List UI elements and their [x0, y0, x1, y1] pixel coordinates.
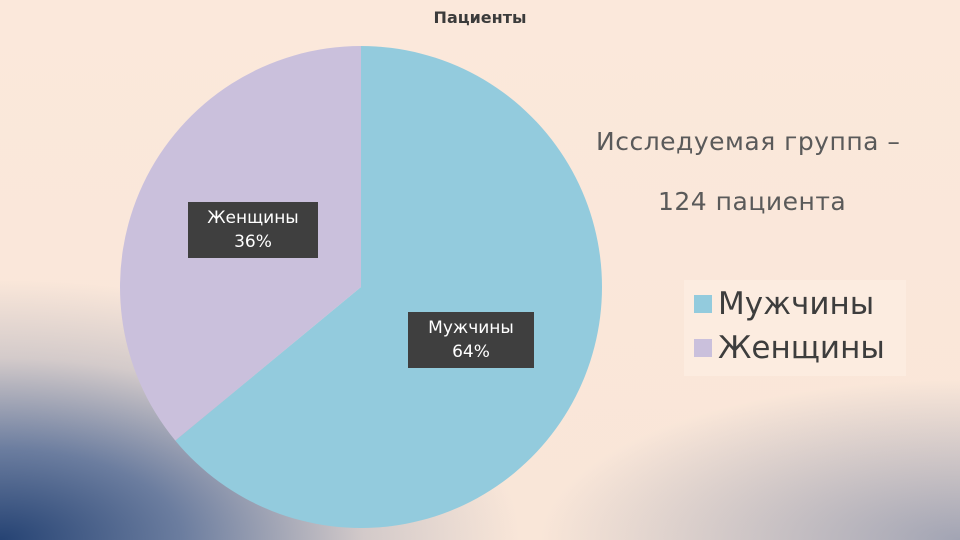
data-label-female-value: 36% [234, 232, 272, 252]
legend-swatch-male [694, 295, 712, 313]
chart-legend: Мужчины Женщины [684, 280, 906, 376]
chart-title: Пациенты [433, 8, 527, 27]
data-label-male: Мужчины 64% [408, 312, 534, 368]
study-group-subtitle: Исследуемая группа – 124 пациента [596, 112, 956, 232]
data-label-male-value: 64% [452, 342, 490, 362]
data-label-female: Женщины 36% [188, 202, 318, 258]
data-label-female-name: Женщины [207, 208, 299, 228]
legend-item-female: Женщины [684, 328, 906, 368]
subtitle-line-1: Исследуемая группа – [596, 127, 901, 156]
legend-label-female: Женщины [718, 330, 885, 366]
legend-label-male: Мужчины [718, 286, 875, 322]
data-label-male-name: Мужчины [428, 318, 514, 338]
legend-swatch-female [694, 339, 712, 357]
pie-slice-male [175, 46, 602, 528]
subtitle-line-2: 124 пациента [658, 187, 847, 216]
legend-item-male: Мужчины [684, 284, 906, 324]
